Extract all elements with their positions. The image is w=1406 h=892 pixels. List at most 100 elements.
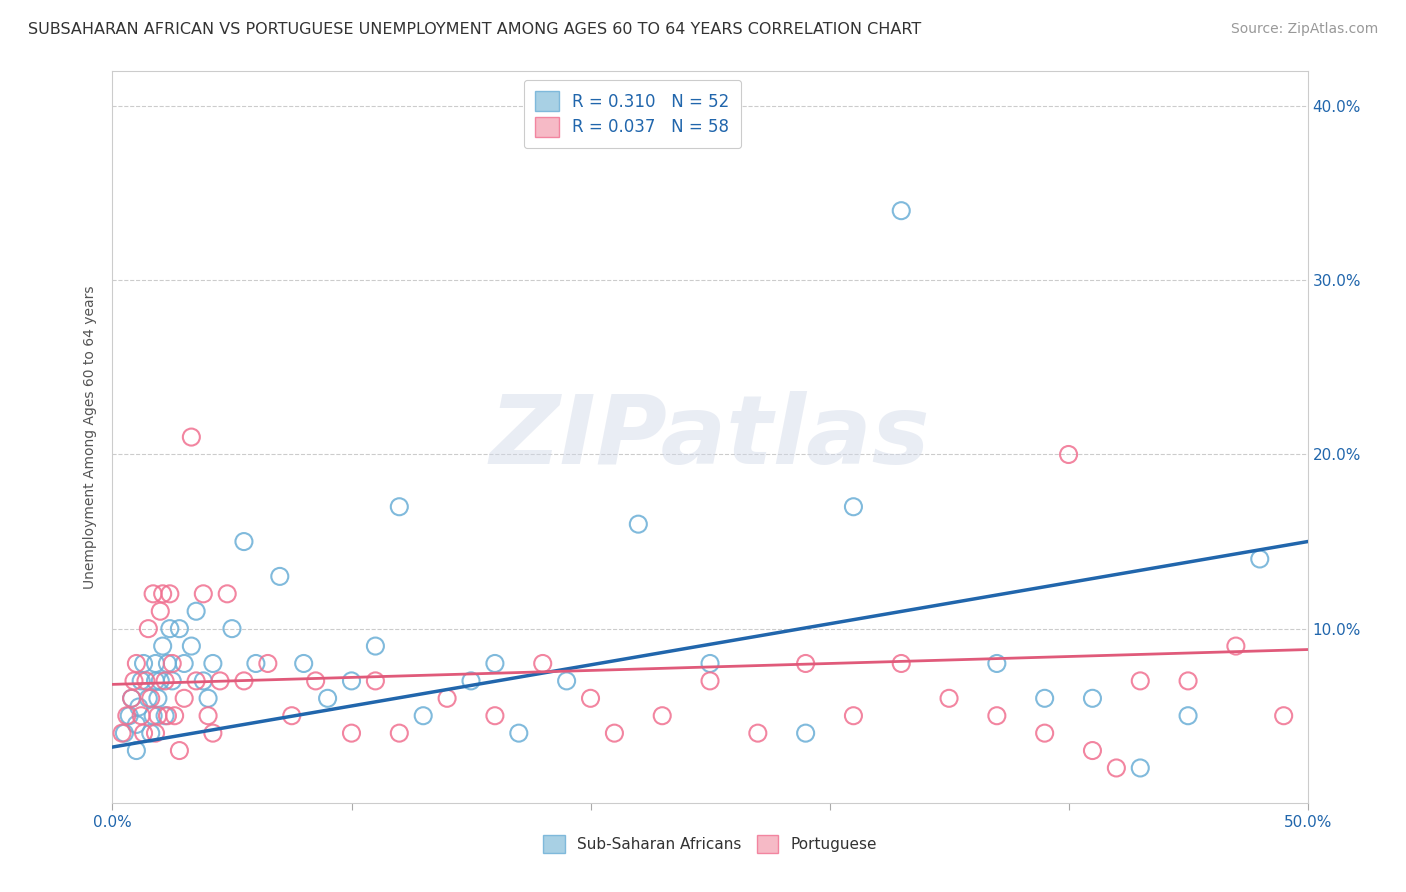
Point: [156, 657, 179, 671]
Point: [145, 726, 167, 740]
Point: [484, 657, 506, 671]
Legend: Sub-Saharan Africans, Portuguese: Sub-Saharan Africans, Portuguese: [538, 830, 882, 857]
Point: [186, 604, 208, 618]
Point: [142, 587, 165, 601]
Point: [699, 657, 721, 671]
Point: [159, 587, 181, 601]
Point: [986, 708, 1008, 723]
Point: [890, 657, 912, 671]
Point: [257, 657, 280, 671]
Point: [209, 673, 232, 688]
Point: [603, 726, 626, 740]
Point: [146, 691, 169, 706]
Point: [842, 708, 865, 723]
Point: [180, 430, 202, 444]
Point: [1249, 552, 1271, 566]
Point: [169, 743, 191, 757]
Point: [173, 691, 195, 706]
Text: Source: ZipAtlas.com: Source: ZipAtlas.com: [1230, 22, 1378, 37]
Point: [129, 673, 152, 688]
Point: [186, 673, 208, 688]
Point: [890, 203, 912, 218]
Point: [1177, 708, 1199, 723]
Point: [142, 708, 165, 723]
Point: [121, 691, 143, 706]
Point: [152, 639, 174, 653]
Point: [125, 743, 148, 757]
Point: [180, 639, 202, 653]
Point: [1129, 673, 1152, 688]
Point: [145, 673, 167, 688]
Point: [193, 673, 215, 688]
Point: [842, 500, 865, 514]
Point: [156, 708, 179, 723]
Point: [125, 717, 148, 731]
Point: [484, 708, 506, 723]
Point: [217, 587, 239, 601]
Point: [153, 708, 176, 723]
Point: [579, 691, 602, 706]
Point: [197, 691, 219, 706]
Point: [1081, 743, 1104, 757]
Point: [162, 657, 183, 671]
Point: [1081, 691, 1104, 706]
Point: [340, 726, 363, 740]
Point: [531, 657, 554, 671]
Point: [460, 673, 482, 688]
Text: SUBSAHARAN AFRICAN VS PORTUGUESE UNEMPLOYMENT AMONG AGES 60 TO 64 YEARS CORRELAT: SUBSAHARAN AFRICAN VS PORTUGUESE UNEMPLO…: [28, 22, 921, 37]
Point: [138, 691, 160, 706]
Point: [139, 726, 162, 740]
Point: [125, 657, 148, 671]
Point: [292, 657, 315, 671]
Point: [129, 708, 152, 723]
Y-axis label: Unemployment Among Ages 60 to 64 years: Unemployment Among Ages 60 to 64 years: [83, 285, 97, 589]
Point: [149, 604, 172, 618]
Point: [436, 691, 458, 706]
Point: [1225, 639, 1247, 653]
Point: [233, 673, 256, 688]
Point: [388, 500, 411, 514]
Point: [1057, 448, 1080, 462]
Point: [153, 673, 176, 688]
Point: [794, 657, 817, 671]
Point: [197, 708, 219, 723]
Point: [1033, 691, 1056, 706]
Point: [173, 657, 195, 671]
Point: [938, 691, 960, 706]
Point: [149, 673, 172, 688]
Point: [201, 726, 224, 740]
Point: [114, 726, 135, 740]
Point: [139, 691, 162, 706]
Point: [269, 569, 291, 583]
Point: [193, 587, 215, 601]
Point: [162, 673, 183, 688]
Point: [699, 673, 721, 688]
Point: [245, 657, 267, 671]
Point: [305, 673, 328, 688]
Point: [132, 726, 155, 740]
Point: [316, 691, 339, 706]
Point: [794, 726, 817, 740]
Point: [555, 673, 578, 688]
Point: [364, 639, 387, 653]
Point: [169, 622, 191, 636]
Point: [233, 534, 256, 549]
Point: [412, 708, 434, 723]
Point: [388, 726, 411, 740]
Point: [159, 622, 181, 636]
Point: [118, 708, 141, 723]
Point: [132, 657, 155, 671]
Point: [121, 691, 143, 706]
Point: [1177, 673, 1199, 688]
Point: [1129, 761, 1152, 775]
Point: [152, 587, 174, 601]
Point: [111, 726, 134, 740]
Point: [281, 708, 304, 723]
Point: [627, 517, 650, 532]
Point: [747, 726, 769, 740]
Point: [138, 622, 160, 636]
Point: [146, 708, 169, 723]
Point: [128, 700, 150, 714]
Point: [1105, 761, 1128, 775]
Point: [508, 726, 530, 740]
